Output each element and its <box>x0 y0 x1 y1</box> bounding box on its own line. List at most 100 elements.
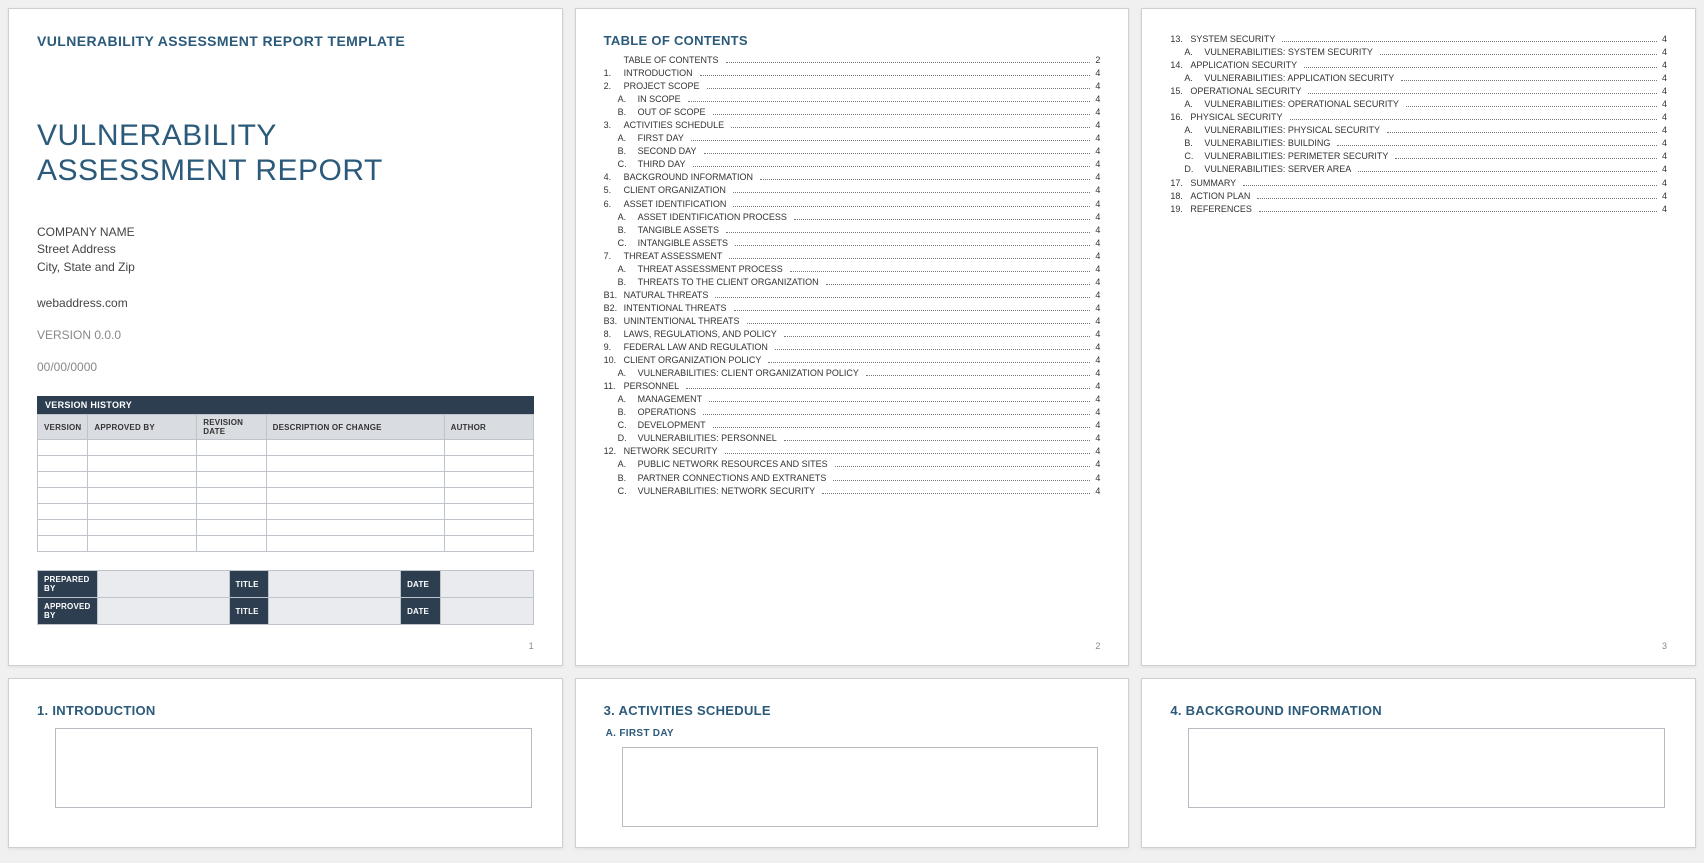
toc-entry[interactable]: C.DEVELOPMENT4 <box>604 419 1101 432</box>
content-box[interactable] <box>55 728 532 808</box>
table-cell[interactable] <box>88 536 197 552</box>
table-cell[interactable] <box>197 456 266 472</box>
toc-entry[interactable]: A.FIRST DAY4 <box>604 132 1101 145</box>
toc-entry[interactable]: A.MANAGEMENT4 <box>604 393 1101 406</box>
toc-entry[interactable]: 11.PERSONNEL4 <box>604 380 1101 393</box>
toc-entry[interactable]: A.VULNERABILITIES: APPLICATION SECURITY4 <box>1170 72 1667 85</box>
toc-entry[interactable]: A.VULNERABILITIES: OPERATIONAL SECURITY4 <box>1170 98 1667 111</box>
toc-label: THREAT ASSESSMENT PROCESS <box>638 263 787 276</box>
toc-entry[interactable]: B.PARTNER CONNECTIONS AND EXTRANETS4 <box>604 472 1101 485</box>
toc-entry[interactable]: B3.UNINTENTIONAL THREATS4 <box>604 315 1101 328</box>
table-cell[interactable] <box>88 520 197 536</box>
toc-entry[interactable]: B.VULNERABILITIES: BUILDING4 <box>1170 137 1667 150</box>
table-cell[interactable] <box>444 472 533 488</box>
table-cell[interactable] <box>197 488 266 504</box>
toc-entry[interactable]: 18.ACTION PLAN4 <box>1170 190 1667 203</box>
toc-entry[interactable]: 4.BACKGROUND INFORMATION4 <box>604 171 1101 184</box>
table-cell[interactable] <box>444 520 533 536</box>
table-cell[interactable] <box>38 440 88 456</box>
page-number: 1 <box>529 641 534 651</box>
toc-entry[interactable]: 17.SUMMARY4 <box>1170 177 1667 190</box>
table-cell[interactable] <box>197 536 266 552</box>
table-cell[interactable] <box>266 504 444 520</box>
table-cell[interactable] <box>266 536 444 552</box>
toc-entry[interactable]: 3.ACTIVITIES SCHEDULE4 <box>604 119 1101 132</box>
toc-entry[interactable]: 5.CLIENT ORGANIZATION4 <box>604 184 1101 197</box>
table-cell[interactable] <box>444 488 533 504</box>
toc-leader <box>1380 54 1657 55</box>
table-cell[interactable] <box>197 472 266 488</box>
toc-entry[interactable]: C.VULNERABILITIES: PERIMETER SECURITY4 <box>1170 150 1667 163</box>
toc-entry[interactable]: 16.PHYSICAL SECURITY4 <box>1170 111 1667 124</box>
content-box[interactable] <box>1188 728 1665 808</box>
toc-page: 4 <box>1660 190 1667 203</box>
toc-entry[interactable]: B.OUT OF SCOPE4 <box>604 106 1101 119</box>
table-cell[interactable] <box>88 488 197 504</box>
table-cell[interactable] <box>38 472 88 488</box>
table-cell[interactable] <box>197 440 266 456</box>
table-cell[interactable] <box>266 440 444 456</box>
toc-entry[interactable]: C.VULNERABILITIES: NETWORK SECURITY4 <box>604 485 1101 498</box>
toc-entry[interactable]: 1.INTRODUCTION4 <box>604 67 1101 80</box>
approved-by-field[interactable] <box>97 598 229 625</box>
table-cell[interactable] <box>444 440 533 456</box>
toc-entry[interactable]: B.THREATS TO THE CLIENT ORGANIZATION4 <box>604 276 1101 289</box>
toc-entry[interactable]: B.OPERATIONS4 <box>604 406 1101 419</box>
table-cell[interactable] <box>266 520 444 536</box>
table-cell[interactable] <box>266 456 444 472</box>
table-cell[interactable] <box>38 520 88 536</box>
table-cell[interactable] <box>38 488 88 504</box>
title-field-1[interactable] <box>269 571 401 598</box>
toc-entry[interactable]: B.SECOND DAY4 <box>604 145 1101 158</box>
table-cell[interactable] <box>197 520 266 536</box>
toc-entry[interactable]: A.THREAT ASSESSMENT PROCESS4 <box>604 263 1101 276</box>
toc-page: 4 <box>1093 276 1100 289</box>
toc-entry[interactable]: D.VULNERABILITIES: PERSONNEL4 <box>604 432 1101 445</box>
toc-entry[interactable]: B.TANGIBLE ASSETS4 <box>604 224 1101 237</box>
toc-entry[interactable]: A.IN SCOPE4 <box>604 93 1101 106</box>
section-title-introduction: 1. INTRODUCTION <box>37 703 534 718</box>
toc-entry[interactable]: TABLE OF CONTENTS2 <box>604 54 1101 67</box>
toc-entry[interactable]: A.PUBLIC NETWORK RESOURCES AND SITES4 <box>604 458 1101 471</box>
toc-entry[interactable]: C.INTANGIBLE ASSETS4 <box>604 237 1101 250</box>
date-field-1[interactable] <box>440 571 533 598</box>
toc-entry[interactable]: A.VULNERABILITIES: PHYSICAL SECURITY4 <box>1170 124 1667 137</box>
table-cell[interactable] <box>444 536 533 552</box>
prepared-by-field[interactable] <box>97 571 229 598</box>
content-box[interactable] <box>622 747 1099 827</box>
title-field-2[interactable] <box>269 598 401 625</box>
table-cell[interactable] <box>444 456 533 472</box>
toc-entry[interactable]: 15.OPERATIONAL SECURITY4 <box>1170 85 1667 98</box>
toc-entry[interactable]: 8.LAWS, REGULATIONS, AND POLICY4 <box>604 328 1101 341</box>
toc-page: 4 <box>1660 203 1667 216</box>
table-cell[interactable] <box>444 504 533 520</box>
table-cell[interactable] <box>88 440 197 456</box>
toc-entry[interactable]: 7.THREAT ASSESSMENT4 <box>604 250 1101 263</box>
toc-entry[interactable]: 19.REFERENCES4 <box>1170 203 1667 216</box>
toc-entry[interactable]: 6.ASSET IDENTIFICATION4 <box>604 198 1101 211</box>
table-cell[interactable] <box>88 472 197 488</box>
toc-entry[interactable]: D.VULNERABILITIES: SERVER AREA4 <box>1170 163 1667 176</box>
toc-entry[interactable]: 2.PROJECT SCOPE4 <box>604 80 1101 93</box>
table-cell[interactable] <box>38 504 88 520</box>
toc-entry[interactable]: 13.SYSTEM SECURITY4 <box>1170 33 1667 46</box>
toc-entry[interactable]: C.THIRD DAY4 <box>604 158 1101 171</box>
toc-entry[interactable]: 12.NETWORK SECURITY4 <box>604 445 1101 458</box>
table-cell[interactable] <box>38 536 88 552</box>
toc-entry[interactable]: 10.CLIENT ORGANIZATION POLICY4 <box>604 354 1101 367</box>
toc-entry[interactable]: A.VULNERABILITIES: CLIENT ORGANIZATION P… <box>604 367 1101 380</box>
toc-entry[interactable]: B2.INTENTIONAL THREATS4 <box>604 302 1101 315</box>
toc-entry[interactable]: B1.NATURAL THREATS4 <box>604 289 1101 302</box>
table-cell[interactable] <box>197 504 266 520</box>
table-cell[interactable] <box>38 456 88 472</box>
toc-entry[interactable]: 14.APPLICATION SECURITY4 <box>1170 59 1667 72</box>
date-field-2[interactable] <box>440 598 533 625</box>
toc-leader <box>715 297 1090 298</box>
table-cell[interactable] <box>266 472 444 488</box>
table-cell[interactable] <box>88 456 197 472</box>
toc-entry[interactable]: A.VULNERABILITIES: SYSTEM SECURITY4 <box>1170 46 1667 59</box>
toc-entry[interactable]: A.ASSET IDENTIFICATION PROCESS4 <box>604 211 1101 224</box>
toc-entry[interactable]: 9.FEDERAL LAW AND REGULATION4 <box>604 341 1101 354</box>
table-cell[interactable] <box>266 488 444 504</box>
table-cell[interactable] <box>88 504 197 520</box>
